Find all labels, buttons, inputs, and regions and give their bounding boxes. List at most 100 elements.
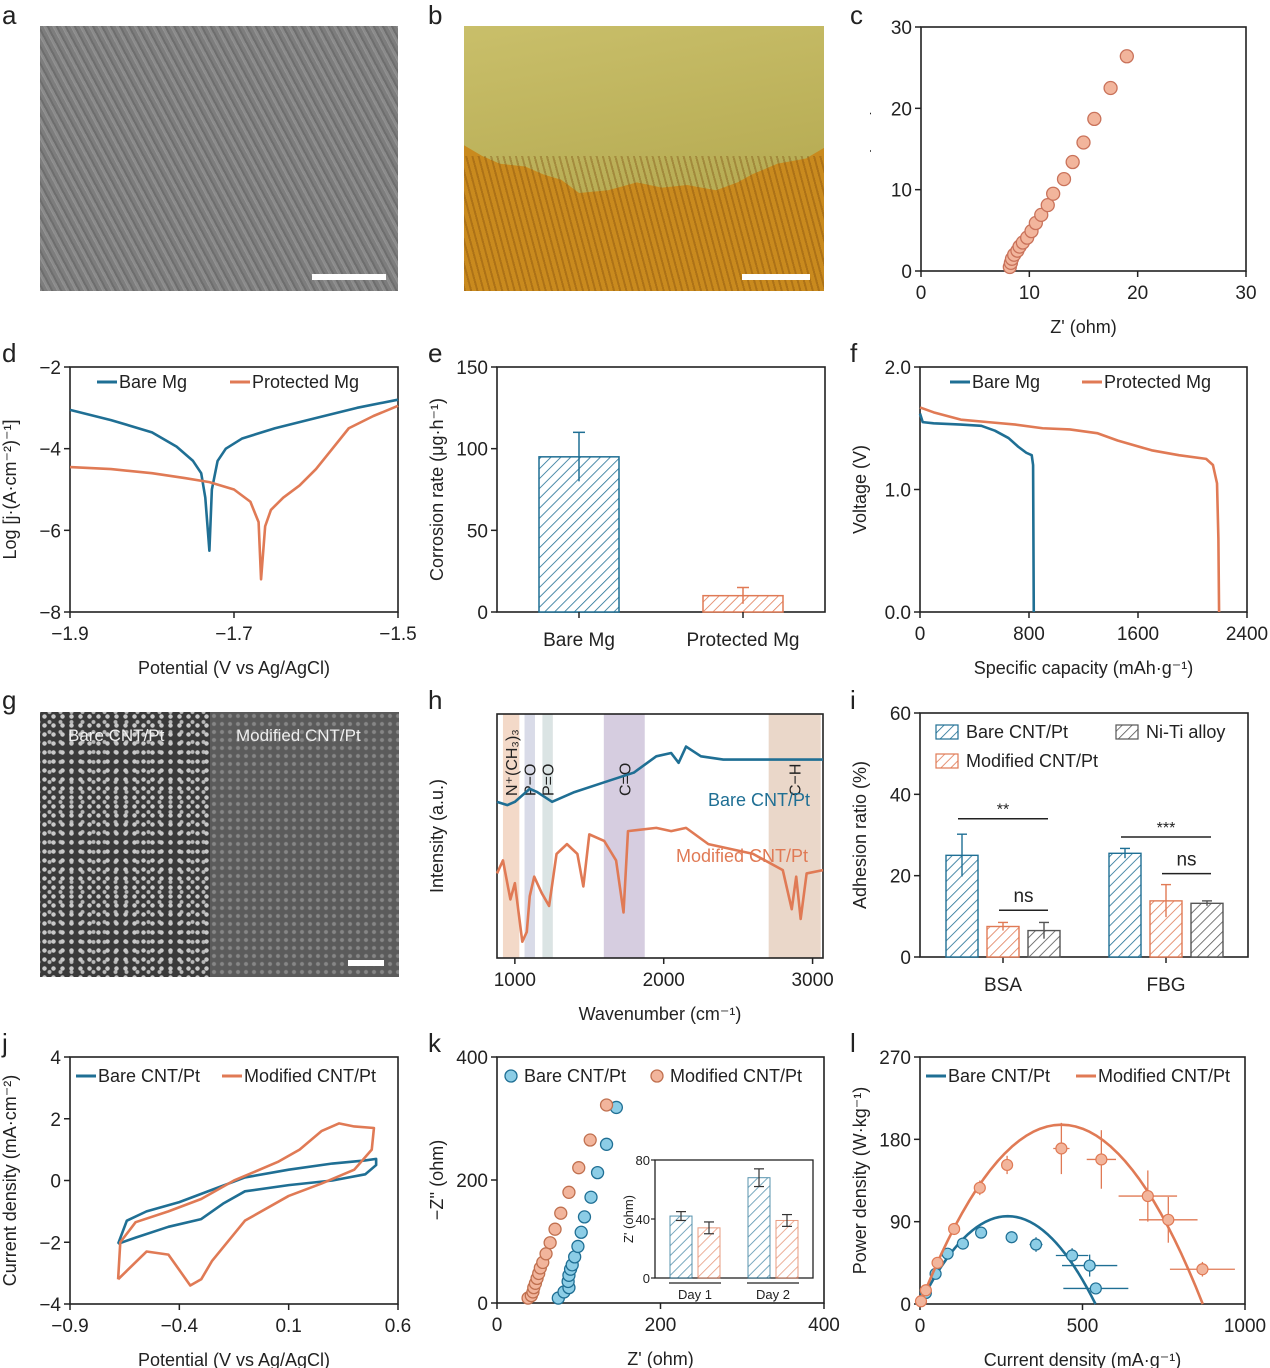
- sem-image-g: Bare CNT/Pt Modified CNT/Pt: [40, 712, 399, 977]
- y-tick-label: 2.0: [885, 358, 911, 379]
- coating-layer: [464, 26, 824, 193]
- y-tick-label: 270: [879, 1048, 911, 1069]
- x-tick-label: 800: [1013, 624, 1045, 645]
- y-tick-label: −6: [39, 521, 61, 542]
- scale-bar: [312, 274, 386, 280]
- x-tick-label: 400: [808, 1315, 840, 1336]
- band-label: C−H: [788, 764, 805, 796]
- panel-label-k: k: [428, 1028, 441, 1058]
- data-point: [975, 1226, 988, 1239]
- y-tick-label: 4: [50, 1048, 61, 1069]
- x-tick-label: 2000: [643, 970, 685, 991]
- legend-label: Ni-Ti alloy: [1146, 722, 1225, 742]
- data-point: [1076, 135, 1091, 150]
- data-point: [1089, 1282, 1102, 1295]
- x-axis-label: Potential (V vs Ag/AgCl): [138, 658, 330, 678]
- y-tick-label: 0: [900, 948, 911, 969]
- plot-frame: [920, 26, 1247, 272]
- panel-label-e: e: [428, 338, 443, 368]
- plot-frame: [919, 712, 1249, 958]
- x-tick-label: 10: [1019, 283, 1040, 304]
- y-axis-label: Current density (mA·cm⁻²): [0, 1075, 20, 1287]
- y-tick-label: 60: [890, 704, 911, 725]
- x-tick-label: Bare Mg: [543, 630, 615, 651]
- data-point-bare: [590, 1165, 605, 1180]
- legend-label: Protected Mg: [252, 372, 359, 392]
- absorption-band: [542, 714, 553, 958]
- y-axis-label: Adhesion ratio (%): [850, 761, 870, 909]
- x-axis-label: Z' (ohm): [627, 1349, 693, 1368]
- chart-c-nyquist: 0 10 20 30 0 10 20 30 Z' (ohm) −Z'' (ohm): [870, 18, 1257, 337]
- modified-region: [210, 712, 399, 977]
- panel-label-b: b: [428, 0, 443, 30]
- y-tick-label: −2: [39, 358, 61, 379]
- data-point-modified: [572, 1161, 586, 1175]
- series-line-protected-mg: [919, 406, 1221, 613]
- data-point: [1001, 1158, 1014, 1172]
- legend-swatch: [935, 724, 959, 740]
- data-point-bare: [577, 1210, 592, 1224]
- x-tick-label: 2400: [1226, 624, 1268, 645]
- y-tick-label: 0: [900, 1295, 911, 1316]
- chart-f-discharge: 0 800 1600 2400 0.0 1.0 2.0 Specific capacity (…: [850, 358, 1268, 678]
- data-point: [1046, 186, 1061, 201]
- absorption-band: [502, 714, 520, 958]
- data-point: [931, 1256, 944, 1269]
- legend-swatch: [935, 753, 959, 769]
- y-axis-label: Corrosion rate (μg·h⁻¹): [427, 398, 447, 581]
- legend-label: Modified CNT/Pt: [966, 751, 1098, 771]
- band-label: N⁺(CH₃)₃: [504, 729, 521, 796]
- data-point: [1141, 1189, 1154, 1203]
- scale-bar: [742, 274, 810, 280]
- chart-h-ftir: N⁺(CH₃)₃ P−O P=O C=O C−H 1000 2000 3000 Wavenumb…: [427, 713, 834, 1024]
- legend-label: Bare Mg: [972, 372, 1040, 392]
- x-tick-label: 0.6: [385, 1316, 411, 1337]
- x-tick-label: 1600: [1117, 624, 1159, 645]
- image-caption-bare: Bare CNT/Pt: [68, 726, 165, 745]
- panel-label-f: f: [850, 338, 858, 368]
- data-point: [1056, 171, 1072, 187]
- y-tick-label: 150: [456, 358, 488, 379]
- legend-label: Bare CNT/Pt: [524, 1066, 626, 1086]
- legend-label: Bare CNT/Pt: [948, 1066, 1050, 1086]
- sem-image-b: [464, 26, 824, 291]
- series-line-bare-mg: [69, 398, 399, 553]
- data-point: [1065, 154, 1080, 170]
- x-tick-label: FBG: [1146, 975, 1185, 996]
- x-tick-label: −0.4: [161, 1316, 199, 1337]
- panel-label-i: i: [850, 685, 856, 715]
- data-point: [1029, 1238, 1043, 1251]
- x-tick-label: 20: [1127, 283, 1148, 304]
- panel-label-g: g: [2, 685, 17, 715]
- spectrum-bare: [496, 745, 823, 807]
- x-tick-label: 0: [492, 1315, 503, 1336]
- plot-frame: [919, 366, 1248, 613]
- series-label: Bare CNT/Pt: [708, 790, 810, 810]
- bar: [1190, 902, 1224, 958]
- significance-label: ns: [1013, 886, 1033, 907]
- legend-label: Protected Mg: [1104, 372, 1211, 392]
- legend-label: Bare CNT/Pt: [98, 1066, 200, 1086]
- x-tick-label: −0.9: [51, 1316, 89, 1337]
- data-point-modified: [539, 1247, 553, 1261]
- data-point-modified: [543, 1236, 557, 1250]
- legend-swatch: [1115, 724, 1139, 740]
- legend-label: Bare Mg: [119, 372, 187, 392]
- x-tick-label: 0: [915, 624, 926, 645]
- y-tick-label: 30: [891, 18, 912, 39]
- data-point-bare: [599, 1137, 614, 1151]
- y-tick-label: 40: [890, 785, 911, 806]
- band-label: C=O: [617, 763, 634, 796]
- y-tick-label: −4: [39, 1295, 61, 1316]
- inset-bar: [747, 1177, 771, 1279]
- data-point: [1103, 80, 1118, 96]
- data-point: [1034, 207, 1049, 223]
- y-axis-label: −Z'' (ohm): [427, 1140, 447, 1220]
- sem-image-a: [40, 26, 398, 291]
- y-tick-label: 50: [467, 521, 488, 542]
- data-point: [948, 1222, 961, 1236]
- data-point: [1040, 197, 1055, 213]
- chart-l-power: 0 500 1000 0 90 180 270 Current density (mA·g⁻¹…: [850, 1048, 1266, 1368]
- inset-y-tick-label: 40: [636, 1212, 650, 1227]
